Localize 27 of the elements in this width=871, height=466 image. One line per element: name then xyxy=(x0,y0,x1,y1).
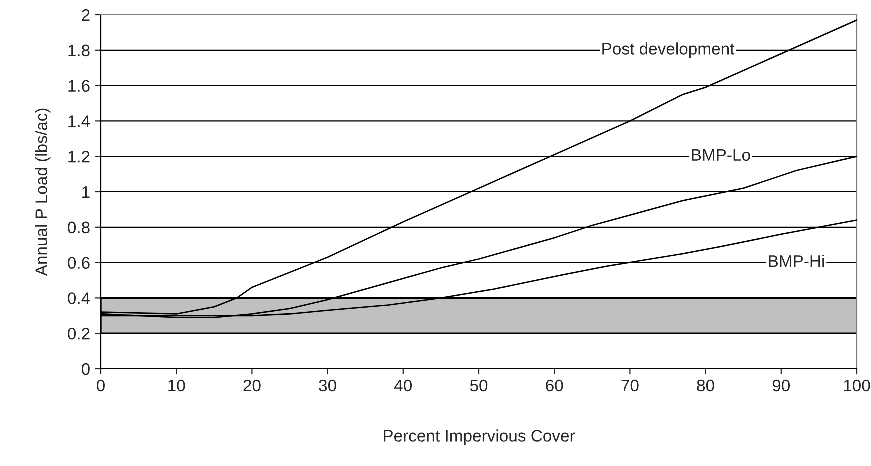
y-tick-label: 0 xyxy=(82,363,90,376)
y-tick-label: 0.8 xyxy=(68,222,90,234)
y-tick-label: 0.4 xyxy=(68,292,90,304)
x-tick-label: 10 xyxy=(168,380,186,392)
x-tick-label: 40 xyxy=(394,380,412,392)
y-tick-label: 2 xyxy=(82,9,90,22)
x-tick-label: 0 xyxy=(97,380,105,392)
x-tick-label: 20 xyxy=(244,380,261,392)
y-tick-label: 1.8 xyxy=(68,44,90,57)
series-label: BMP-Lo xyxy=(692,149,750,162)
x-tick-label: 90 xyxy=(772,380,790,392)
x-tick-label: 100 xyxy=(844,380,870,392)
y-tick-label: 1.6 xyxy=(68,80,90,92)
x-tick-label: 80 xyxy=(697,380,714,392)
x-tick-label: 30 xyxy=(319,380,336,392)
x-tick-label: 70 xyxy=(622,380,639,392)
y-tick-label: 1.4 xyxy=(68,116,90,128)
y-tick-label: 1 xyxy=(82,186,90,198)
x-tick-label: 60 xyxy=(546,380,564,392)
y-tick-label: 1.2 xyxy=(68,151,90,163)
x-axis-title: Percent Impervious Cover xyxy=(384,430,576,446)
series-label: Post development xyxy=(602,42,735,58)
y-tick-label: 0.2 xyxy=(68,328,90,340)
y-tick-label: 0.6 xyxy=(68,257,90,270)
x-tick-label: 50 xyxy=(470,380,488,392)
y-axis-title: Annual P Load (lbs/ac) xyxy=(35,108,51,276)
series-label: BMP-Hi xyxy=(769,255,824,268)
